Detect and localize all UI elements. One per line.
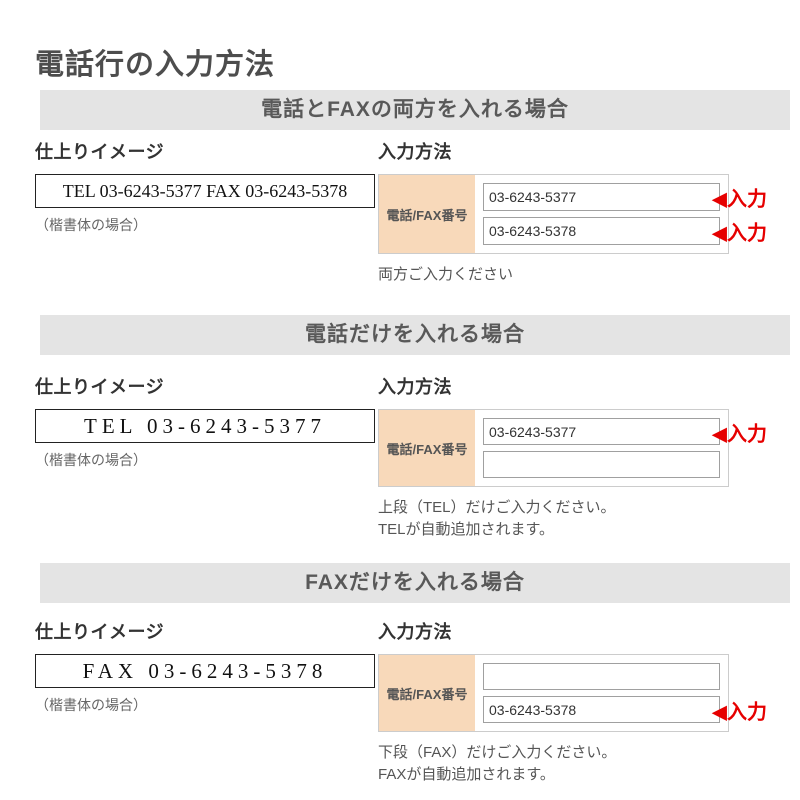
finish-image-column: 仕上りイメージ TEL 03-6243-5377 （楷書体の場合） <box>35 373 375 470</box>
tel-input-row: ◀入力 <box>483 183 767 211</box>
input-fields: ◀入力 <box>475 410 767 486</box>
section-header: FAXだけを入れる場合 <box>40 563 790 603</box>
fax-input[interactable] <box>483 451 720 478</box>
input-method-column: 入力方法 電話/FAX番号 ◀入力 上段（TEL）だけご入力ください。 TELが… <box>378 373 800 541</box>
stamp-preview-text: TEL 03-6243-5377 FAX 03-6243-5378 <box>62 181 348 201</box>
tel-input[interactable] <box>483 183 720 211</box>
input-method-heading: 入力方法 <box>378 142 452 162</box>
phone-fax-form: 電話/FAX番号 ◀入力 <box>378 409 767 487</box>
finish-image-heading: 仕上りイメージ <box>35 142 165 162</box>
input-fields: ◀入力 <box>475 655 767 731</box>
tel-input-row: ◀入力 <box>483 418 767 445</box>
section-fax-only: FAXだけを入れる場合 仕上りイメージ FAX 03-6243-5378 （楷書… <box>0 563 800 800</box>
note-line: 上段（TEL）だけご入力ください。 <box>378 499 616 516</box>
phone-fax-form: 電話/FAX番号 ◀入力 ◀入力 <box>378 174 767 254</box>
phone-fax-field-label: 電話/FAX番号 <box>379 175 475 253</box>
finish-image-heading: 仕上りイメージ <box>35 377 165 397</box>
phone-fax-form: 電話/FAX番号 ◀入力 <box>378 654 767 732</box>
font-style-caption: （楷書体の場合） <box>35 452 147 468</box>
tel-input-row <box>483 663 720 690</box>
section-header: 電話だけを入れる場合 <box>40 315 790 355</box>
fax-input[interactable] <box>483 696 720 723</box>
stamp-preview: TEL 03-6243-5377 FAX 03-6243-5378 <box>35 174 375 208</box>
font-style-caption: （楷書体の場合） <box>35 697 147 713</box>
font-style-caption: （楷書体の場合） <box>35 217 147 233</box>
stamp-preview: FAX 03-6243-5378 <box>35 654 375 688</box>
instruction-note: 下段（FAX）だけご入力ください。 FAXが自動追加されます。 <box>378 742 800 786</box>
section-tel-only: 電話だけを入れる場合 仕上りイメージ TEL 03-6243-5377 （楷書体… <box>0 315 800 563</box>
fax-input[interactable] <box>483 217 720 245</box>
finish-image-heading: 仕上りイメージ <box>35 622 165 642</box>
input-method-column: 入力方法 電話/FAX番号 ◀入力 ◀入力 両方ご入力ください <box>378 138 800 286</box>
note-line: 両方ご入力ください <box>378 266 514 283</box>
tel-input[interactable] <box>483 418 720 445</box>
instruction-note: 両方ご入力ください <box>378 264 800 286</box>
input-fields: ◀入力 ◀入力 <box>475 175 767 253</box>
note-line: TELが自動追加されます。 <box>378 520 555 538</box>
fax-input-row: ◀入力 <box>483 696 767 723</box>
tel-input[interactable] <box>483 663 720 690</box>
stamp-preview-text: TEL 03-6243-5377 <box>84 414 326 438</box>
input-method-column: 入力方法 電話/FAX番号 ◀入力 下段（FAX）だけご入力ください。 FAXが… <box>378 618 800 786</box>
fax-input-row <box>483 451 720 478</box>
phone-fax-field-label: 電話/FAX番号 <box>379 655 475 731</box>
note-line: FAXが自動追加されます。 <box>378 765 555 783</box>
instruction-note: 上段（TEL）だけご入力ください。 TELが自動追加されます。 <box>378 497 800 541</box>
input-method-heading: 入力方法 <box>378 377 452 397</box>
section-tel-and-fax: 電話とFAXの両方を入れる場合 仕上りイメージ TEL 03-6243-5377… <box>0 90 800 315</box>
page-title: 電話行の入力方法 <box>35 49 276 82</box>
phone-fax-field-label: 電話/FAX番号 <box>379 410 475 486</box>
stamp-preview-text: FAX 03-6243-5378 <box>82 659 328 683</box>
finish-image-column: 仕上りイメージ FAX 03-6243-5378 （楷書体の場合） <box>35 618 375 715</box>
note-line: 下段（FAX）だけご入力ください。 <box>378 744 617 761</box>
section-header: 電話とFAXの両方を入れる場合 <box>40 90 790 130</box>
input-method-heading: 入力方法 <box>378 622 452 642</box>
fax-input-row: ◀入力 <box>483 217 767 245</box>
stamp-preview: TEL 03-6243-5377 <box>35 409 375 443</box>
finish-image-column: 仕上りイメージ TEL 03-6243-5377 FAX 03-6243-537… <box>35 138 375 235</box>
